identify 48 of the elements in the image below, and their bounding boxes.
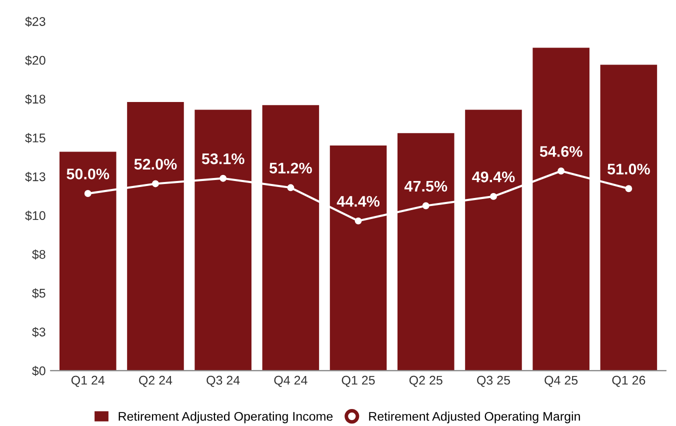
- x-tick-label: Q2 25: [409, 376, 442, 387]
- bar: [59, 152, 116, 371]
- point: [625, 185, 632, 192]
- y-tick-label: $20: [25, 55, 46, 66]
- bar: [194, 110, 252, 371]
- point: [84, 190, 92, 197]
- data-label: 51.2%: [269, 162, 312, 174]
- legend-label: Retirement Adjusted Operating Margin: [369, 412, 580, 424]
- y-tick-label: $0: [32, 366, 46, 376]
- x-tick-label: Q3 25: [477, 376, 510, 387]
- y-tick-label: $10: [25, 210, 46, 221]
- data-label: 52.0%: [134, 158, 177, 170]
- x-tick-label: Q1 24: [71, 376, 105, 387]
- point: [152, 180, 159, 188]
- y-tick-label: $3: [32, 327, 46, 338]
- y-tick-label: $15: [25, 133, 46, 144]
- point: [558, 168, 565, 174]
- data-label: 51.0%: [607, 164, 650, 174]
- y-tick-label: $13: [25, 172, 46, 182]
- bar: [600, 64, 658, 371]
- point: [354, 217, 362, 224]
- data-label: 47.5%: [404, 180, 448, 192]
- point: [287, 184, 294, 192]
- data-label: 50.0%: [66, 168, 110, 180]
- bar: [330, 146, 387, 371]
- bar: [262, 105, 320, 371]
- x-tick-label: Q4 25: [544, 376, 578, 387]
- point: [490, 192, 497, 200]
- bar: [127, 102, 184, 371]
- x-tick-label: Q1 26: [612, 376, 646, 387]
- point: [422, 202, 430, 210]
- bar: [397, 133, 454, 371]
- y-tick-label: $5: [32, 288, 46, 298]
- y-tick-label: $23: [25, 16, 46, 27]
- data-label: 54.6%: [540, 146, 582, 157]
- legend-label: Retirement Adjusted Operating Income: [118, 412, 333, 424]
- bar: [465, 110, 522, 371]
- point: [220, 174, 227, 182]
- data-label: 44.4%: [336, 196, 380, 207]
- y-tick-label: $18: [25, 94, 46, 104]
- y-tick-label: $8: [32, 249, 46, 260]
- data-label: 49.4%: [472, 172, 515, 182]
- x-tick-label: Q1 25: [342, 376, 375, 387]
- x-tick-label: Q4 24: [274, 376, 308, 387]
- data-label: 53.1%: [202, 153, 244, 164]
- x-tick-label: Q3 24: [206, 376, 240, 387]
- bar: [532, 48, 590, 371]
- x-tick-label: Q2 24: [139, 376, 172, 387]
